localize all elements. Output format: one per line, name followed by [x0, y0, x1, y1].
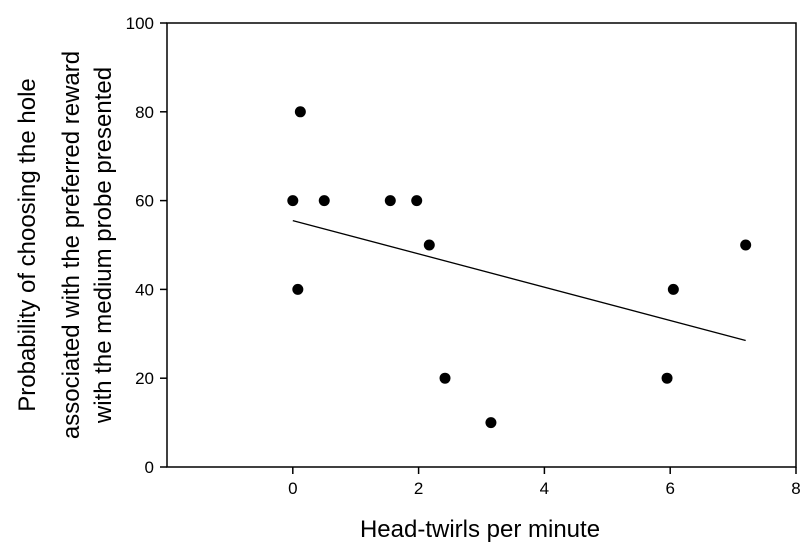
x-tick-label: 6 — [665, 479, 674, 498]
x-tick-label: 4 — [540, 479, 549, 498]
y-tick-label: 0 — [145, 458, 154, 477]
y-tick-label: 60 — [135, 192, 154, 211]
y-tick-label: 40 — [135, 280, 154, 299]
data-point — [485, 417, 497, 429]
y-tick-label: 100 — [126, 14, 154, 33]
regression-line — [292, 219, 746, 342]
y-tick-label: 80 — [135, 103, 154, 122]
data-point — [411, 195, 423, 207]
y-axis-title: Probability of choosing the hole associa… — [14, 51, 117, 439]
y-axis-title-line-3: with the medium probe presented — [90, 67, 117, 424]
regression-line-group — [292, 219, 746, 342]
y-axis-title-line-1: Probability of choosing the hole — [14, 78, 41, 412]
data-point — [423, 239, 435, 251]
x-tick-label: 2 — [414, 479, 423, 498]
data-point — [384, 195, 396, 207]
x-axis-title: Head-twirls per minute — [360, 516, 600, 543]
y-axis-ticks: 0 20 40 60 80 100 — [126, 14, 167, 477]
data-point — [318, 195, 330, 207]
axes — [166, 22, 797, 468]
data-point — [439, 372, 451, 384]
plot-frame — [166, 22, 797, 468]
data-points — [287, 106, 752, 429]
data-point — [740, 239, 752, 251]
data-point — [292, 283, 304, 295]
x-tick-label: 0 — [288, 479, 297, 498]
data-point — [667, 283, 679, 295]
x-axis-ticks: 0 2 4 6 8 — [288, 467, 801, 498]
x-tick-label: 8 — [791, 479, 800, 498]
data-point — [661, 372, 673, 384]
data-point — [287, 195, 299, 207]
data-point — [294, 106, 306, 118]
y-tick-label: 20 — [135, 369, 154, 388]
y-axis-title-line-2: associated with the preferred reward — [58, 51, 85, 439]
